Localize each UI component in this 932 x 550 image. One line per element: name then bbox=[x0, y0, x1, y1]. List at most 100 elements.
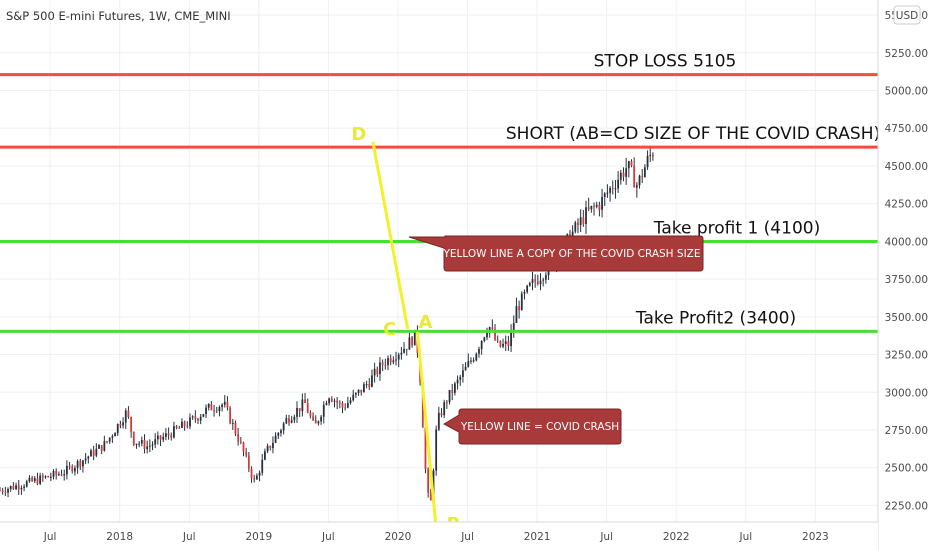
candle-body bbox=[15, 485, 17, 490]
candle-body bbox=[381, 362, 384, 365]
currency-badge[interactable] bbox=[893, 5, 921, 25]
candle-body bbox=[357, 389, 360, 393]
x-tick-label: Jul bbox=[43, 531, 57, 543]
candle-body bbox=[539, 280, 542, 285]
projection-line-cd[interactable] bbox=[371, 141, 410, 330]
candle-body bbox=[108, 437, 111, 442]
candle-body bbox=[162, 436, 165, 440]
candle-body bbox=[111, 436, 114, 438]
candle-body bbox=[47, 476, 50, 478]
candle-body bbox=[92, 450, 95, 456]
candle-body bbox=[491, 327, 494, 330]
candle-body bbox=[261, 459, 264, 473]
chart-title: S&P 500 E-mini Futures, 1W, CME_MINI bbox=[6, 9, 231, 23]
candle-body bbox=[333, 400, 336, 402]
candle-body bbox=[403, 348, 405, 353]
candle-body bbox=[510, 331, 512, 347]
candle-body bbox=[603, 193, 606, 197]
callout-box-copy bbox=[408, 235, 704, 272]
level-note-stop-loss: STOP LOSS 5105 bbox=[594, 52, 737, 72]
candle-body bbox=[23, 486, 25, 488]
candle-body bbox=[296, 408, 298, 417]
candle-body bbox=[221, 404, 223, 408]
candle-body bbox=[173, 426, 175, 438]
point-label-c: C bbox=[383, 319, 396, 340]
candle-body bbox=[255, 475, 258, 480]
candle-body bbox=[633, 165, 636, 188]
candle-body bbox=[486, 332, 488, 338]
candle-body bbox=[435, 429, 438, 471]
candle-body bbox=[25, 481, 28, 487]
candle-body bbox=[95, 448, 98, 456]
candle-body bbox=[33, 478, 36, 482]
candle-body bbox=[590, 205, 593, 210]
candle-body bbox=[0, 490, 1, 492]
candle-body bbox=[12, 485, 15, 490]
candle-body bbox=[475, 353, 478, 361]
candle-body bbox=[413, 329, 416, 346]
x-tick-label: 2021 bbox=[524, 531, 551, 543]
candle-body bbox=[132, 431, 135, 445]
candle-body bbox=[397, 354, 400, 360]
candle-body bbox=[245, 451, 248, 456]
candle-body bbox=[207, 403, 210, 408]
candle-body bbox=[298, 408, 301, 412]
candle-body bbox=[103, 441, 106, 451]
candle-body bbox=[314, 420, 317, 424]
candle-body bbox=[601, 196, 603, 210]
candle-body bbox=[424, 427, 427, 470]
candle-body bbox=[470, 360, 472, 362]
candle-body bbox=[135, 443, 138, 445]
candle-body bbox=[253, 477, 256, 480]
candle-body bbox=[349, 400, 352, 403]
candle-body bbox=[392, 360, 395, 363]
candle-body bbox=[65, 465, 68, 475]
candle-body bbox=[60, 474, 63, 476]
covid-crash-line-ab[interactable] bbox=[415, 331, 438, 523]
candle-body bbox=[127, 410, 130, 418]
candle-body bbox=[304, 399, 306, 403]
candle-body bbox=[622, 172, 625, 177]
x-tick-label: Jul bbox=[738, 531, 752, 543]
candle-body bbox=[507, 341, 510, 347]
candle-body bbox=[542, 279, 545, 281]
candle-body bbox=[31, 477, 34, 482]
candle-body bbox=[453, 383, 456, 393]
candle-body bbox=[146, 446, 149, 450]
candle-body bbox=[496, 339, 499, 341]
candle-body bbox=[234, 422, 237, 434]
candle-body bbox=[52, 471, 55, 477]
candle-body bbox=[427, 469, 430, 493]
candle-body bbox=[437, 412, 440, 430]
y-tick-label: 2250.00 bbox=[885, 500, 928, 512]
candle-body bbox=[210, 403, 213, 411]
candle-body bbox=[290, 420, 293, 423]
candle-body bbox=[148, 445, 151, 447]
candle-body bbox=[464, 366, 467, 371]
candle-body bbox=[272, 442, 274, 449]
y-tick-label: 2750.00 bbox=[885, 425, 928, 437]
candle-body bbox=[577, 222, 579, 226]
candle-body bbox=[389, 358, 392, 363]
candle-body bbox=[625, 168, 628, 177]
candle-body bbox=[55, 471, 58, 475]
candle-body bbox=[175, 426, 178, 428]
candle-body bbox=[156, 435, 159, 440]
candle-body bbox=[119, 424, 122, 426]
candle-body bbox=[421, 382, 424, 428]
candle-body bbox=[189, 417, 191, 427]
candle-body bbox=[459, 376, 462, 380]
candle-body bbox=[140, 440, 143, 444]
candle-body bbox=[641, 175, 644, 178]
candle-body bbox=[384, 364, 387, 366]
candle-body bbox=[84, 458, 87, 461]
candle-body bbox=[579, 217, 582, 226]
candle-body bbox=[282, 423, 285, 431]
candle-body bbox=[197, 418, 199, 421]
candle-body bbox=[74, 467, 76, 472]
candle-body bbox=[638, 175, 641, 186]
candle-body bbox=[293, 416, 296, 421]
candle-body bbox=[445, 402, 448, 404]
candle-body bbox=[165, 433, 167, 437]
